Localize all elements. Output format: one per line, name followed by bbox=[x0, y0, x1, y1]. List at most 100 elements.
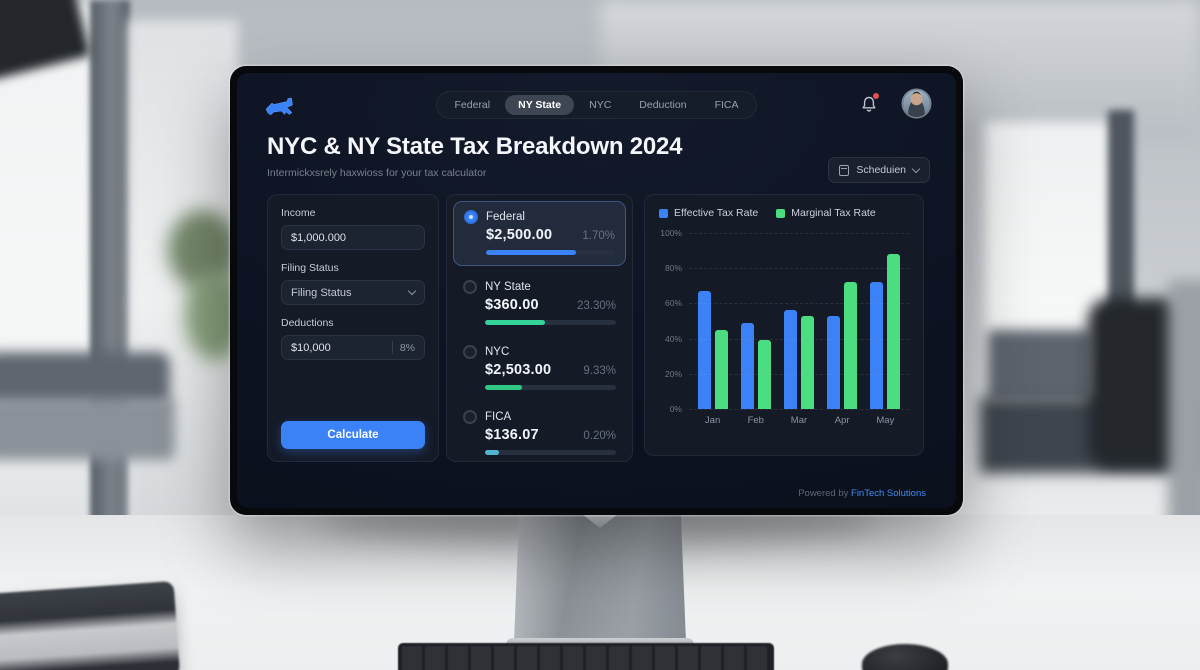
bar-effective-tax-rate-jan bbox=[697, 291, 711, 409]
legend-label: Effective Tax Rate bbox=[674, 207, 759, 219]
tax-amount: $136.07 bbox=[485, 427, 539, 443]
grid-line bbox=[689, 268, 909, 270]
bar-group-jan bbox=[697, 233, 728, 409]
schedule-button[interactable]: Scheduien bbox=[828, 157, 930, 183]
y-tick-label: 0% bbox=[669, 404, 682, 414]
input-divider bbox=[391, 341, 393, 354]
tax-amount: $360.00 bbox=[485, 297, 539, 313]
y-tick-label: 20% bbox=[664, 368, 682, 379]
legend-effective: Effective Tax Rate bbox=[659, 207, 758, 219]
x-tick-label: Feb bbox=[747, 415, 764, 426]
bar-marginal-tax-rate-mar bbox=[800, 315, 814, 409]
tab-deduction[interactable]: Deduction bbox=[639, 99, 687, 111]
bar-marginal-tax-rate-jan bbox=[714, 329, 728, 409]
radio-icon[interactable] bbox=[463, 410, 477, 424]
chart-y-axis: 100% 80% 60% 40% 20% 0% bbox=[659, 228, 689, 414]
bar-group-may bbox=[870, 233, 901, 409]
monitor-stand bbox=[514, 514, 686, 642]
bar-group-feb bbox=[740, 233, 771, 409]
sofa-back bbox=[0, 352, 170, 407]
tax-row-ny-state[interactable]: NY State $360.00 23.30% bbox=[453, 272, 626, 335]
x-tick-label: Jan bbox=[704, 415, 721, 426]
ny-state-logo-icon bbox=[265, 97, 293, 116]
filing-status-value: Filing Status bbox=[291, 286, 352, 299]
main-nav: Federal NY State NYC Deduction FICA bbox=[435, 91, 758, 119]
tax-row-nyc[interactable]: NYC $2,503.00 9.33% bbox=[453, 337, 626, 400]
notification-bell-icon[interactable] bbox=[860, 93, 879, 113]
tax-name: NY State bbox=[485, 281, 531, 293]
chevron-down-icon bbox=[407, 286, 417, 296]
tax-rate-chart-panel: Effective Tax Rate Marginal Tax Rate 100… bbox=[644, 194, 924, 456]
filing-status-label: Filing Status bbox=[281, 262, 339, 274]
powered-by: Powered by FinTech Solutions bbox=[798, 488, 926, 499]
monitor: Federal NY State NYC Deduction FICA NYC … bbox=[230, 66, 963, 515]
tax-breakdown-panel: Federal $2,500.00 1.70% bbox=[446, 194, 633, 462]
deductions-value: $10,000 bbox=[291, 341, 331, 354]
x-tick-label: Apr bbox=[834, 415, 850, 426]
income-label: Income bbox=[281, 207, 316, 219]
chart-legend: Effective Tax Rate Marginal Tax Rate bbox=[659, 207, 909, 219]
progress-track bbox=[485, 450, 616, 455]
tab-ny-state[interactable]: NY State bbox=[505, 95, 575, 115]
chart-x-axis: Jan Feb Mar Apr May bbox=[689, 415, 909, 426]
grid-line bbox=[689, 373, 909, 375]
calendar-icon bbox=[839, 164, 850, 176]
bar-effective-tax-rate-may bbox=[870, 282, 884, 409]
legend-marginal: Marginal Tax Rate bbox=[776, 207, 876, 219]
calculate-button[interactable]: Calculate bbox=[281, 421, 425, 449]
tax-row-fica[interactable]: FICA $136.07 0.20% bbox=[453, 402, 626, 465]
bar-group-apr bbox=[827, 233, 858, 409]
brand-link[interactable]: FinTech Solutions bbox=[851, 488, 926, 499]
chevron-down-icon bbox=[911, 164, 921, 173]
tab-fica[interactable]: FICA bbox=[714, 99, 739, 111]
grid-line bbox=[689, 303, 909, 305]
schedule-button-label: Scheduien bbox=[856, 164, 906, 176]
grid-line bbox=[689, 338, 909, 340]
deductions-percent: 8% bbox=[399, 341, 415, 354]
y-tick-label: 80% bbox=[664, 263, 682, 274]
tax-amount: $2,500.00 bbox=[486, 227, 553, 243]
page-subtitle: Intermickxsrely haxwioss for your tax ca… bbox=[267, 167, 487, 179]
tax-rate: 23.30% bbox=[576, 300, 616, 312]
income-input[interactable]: $1,000.000 bbox=[281, 225, 425, 250]
bar-effective-tax-rate-apr bbox=[827, 315, 841, 409]
radio-selected-icon[interactable] bbox=[464, 210, 478, 224]
chart-bars bbox=[689, 233, 909, 409]
deductions-label: Deductions bbox=[281, 317, 334, 329]
tax-row-federal[interactable]: Federal $2,500.00 1.70% bbox=[453, 201, 626, 266]
legend-label: Marginal Tax Rate bbox=[791, 207, 876, 219]
bar-marginal-tax-rate-feb bbox=[757, 340, 771, 409]
bar-chart: 100% 80% 60% 40% 20% 0% bbox=[659, 228, 909, 414]
powered-by-text: Powered by bbox=[798, 488, 849, 499]
app-screen: Federal NY State NYC Deduction FICA NYC … bbox=[237, 73, 956, 508]
grid-line bbox=[689, 409, 909, 410]
notification-badge bbox=[873, 93, 879, 99]
tax-amount: $2,503.00 bbox=[485, 362, 552, 378]
tax-name: Federal bbox=[486, 211, 525, 223]
progress-fill bbox=[485, 385, 522, 390]
radio-icon[interactable] bbox=[463, 345, 477, 359]
user-avatar[interactable] bbox=[903, 90, 930, 117]
tax-rate: 1.70% bbox=[582, 230, 615, 242]
tax-input-panel: Income $1,000.000 Filing Status Filing S… bbox=[267, 194, 439, 462]
radio-icon[interactable] bbox=[463, 280, 477, 294]
tab-nyc[interactable]: NYC bbox=[589, 99, 612, 111]
income-value: $1,000.000 bbox=[291, 231, 347, 244]
bar-effective-tax-rate-feb bbox=[740, 322, 754, 409]
grid-line bbox=[689, 233, 909, 234]
progress-track bbox=[485, 320, 616, 325]
mouse bbox=[862, 644, 948, 670]
background-monitor bbox=[988, 330, 1092, 402]
progress-track bbox=[485, 385, 616, 390]
y-tick-label: 60% bbox=[664, 298, 682, 309]
tax-name: FICA bbox=[485, 411, 512, 423]
page-title: NYC & NY State Tax Breakdown 2024 bbox=[267, 133, 683, 160]
tab-federal[interactable]: Federal bbox=[454, 99, 491, 111]
sofa-seat bbox=[0, 398, 175, 460]
keyboard bbox=[398, 643, 774, 670]
deductions-input[interactable]: $10,000 8% bbox=[281, 335, 425, 360]
tax-rate: 9.33% bbox=[583, 365, 616, 377]
bar-effective-tax-rate-mar bbox=[783, 310, 797, 409]
filing-status-select[interactable]: Filing Status bbox=[281, 280, 425, 305]
